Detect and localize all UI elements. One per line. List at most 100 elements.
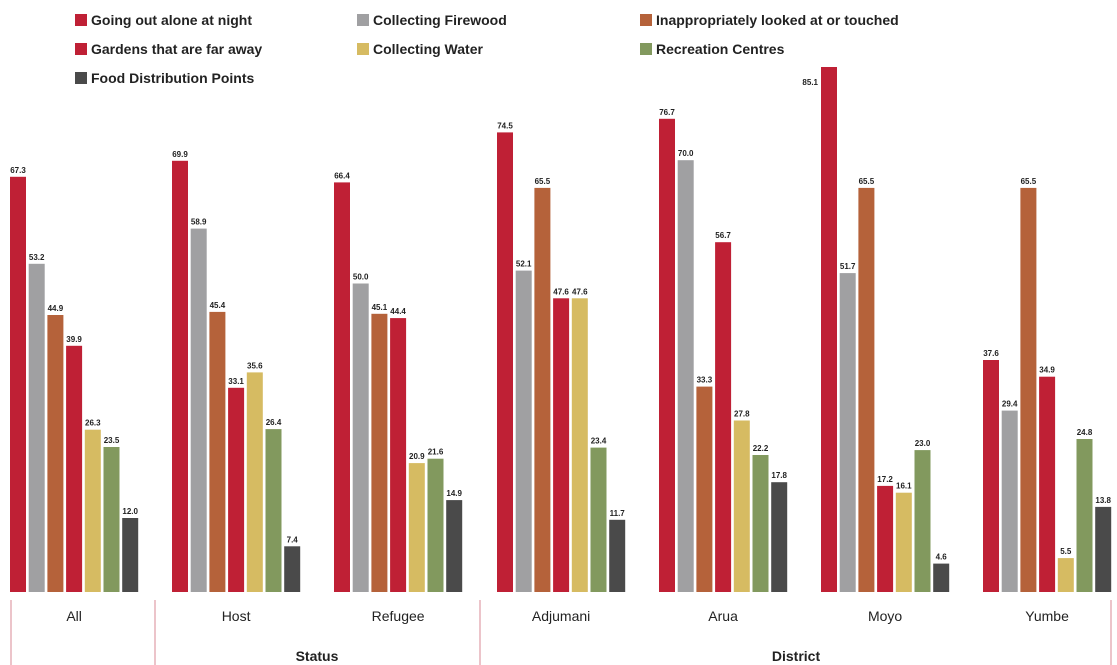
value-label: 17.2 bbox=[877, 475, 893, 484]
bar-host-food-distribution-points bbox=[284, 546, 301, 592]
value-label: 45.4 bbox=[210, 301, 226, 310]
legend-label: Food Distribution Points bbox=[91, 70, 255, 86]
legend-item-gardens-that-are-far-away: Gardens that are far away bbox=[75, 41, 262, 57]
bar-all-going-out-alone-at-night bbox=[10, 176, 26, 593]
legend-item-inappropriately-looked-at-or-touched: Inappropriately looked at or touched bbox=[640, 12, 899, 28]
bar-yumbe-food-distribution-points bbox=[1095, 506, 1112, 592]
legend-item-recreation-centres: Recreation Centres bbox=[640, 41, 785, 57]
bar-refugee-collecting-water bbox=[408, 463, 425, 592]
bar-moyo-recreation-centres bbox=[914, 450, 931, 592]
bar-moyo-food-distribution-points bbox=[933, 563, 950, 592]
category-label-refugee: Refugee bbox=[372, 608, 425, 624]
legend-swatch bbox=[75, 14, 87, 26]
legend-swatch bbox=[75, 43, 87, 55]
bar-moyo-collecting-water bbox=[895, 492, 912, 592]
value-label: 50.0 bbox=[353, 273, 369, 282]
category-label-moyo: Moyo bbox=[868, 608, 902, 624]
value-label: 44.9 bbox=[48, 304, 64, 313]
bar-adjumani-food-distribution-points bbox=[609, 519, 626, 592]
bar-arua-gardens-that-are-far-away bbox=[715, 242, 732, 592]
bar-yumbe-gardens-that-are-far-away bbox=[1039, 376, 1056, 592]
bar-moyo-going-out-alone-at-night bbox=[821, 67, 837, 592]
bar-all-collecting-firewood bbox=[28, 263, 45, 592]
value-label: 65.5 bbox=[859, 177, 875, 186]
value-label: 13.8 bbox=[1095, 496, 1111, 505]
legend-item-food-distribution-points: Food Distribution Points bbox=[75, 70, 255, 86]
legend-label: Collecting Water bbox=[373, 41, 483, 57]
legend-item-going-out-alone-at-night: Going out alone at night bbox=[75, 12, 252, 28]
bar-refugee-inappropriately-looked-at-or-touched bbox=[371, 313, 388, 592]
legend-swatch bbox=[640, 43, 652, 55]
legend-label: Recreation Centres bbox=[656, 41, 785, 57]
bar-all-recreation-centres bbox=[103, 447, 120, 592]
bar-host-recreation-centres bbox=[265, 429, 282, 592]
value-label: 23.4 bbox=[591, 437, 607, 446]
legend-item-collecting-firewood: Collecting Firewood bbox=[357, 12, 507, 28]
group-label-district: District bbox=[772, 648, 821, 664]
value-label: 14.9 bbox=[446, 489, 462, 498]
group-label-status: Status bbox=[296, 648, 339, 664]
legend-item-collecting-water: Collecting Water bbox=[357, 41, 483, 57]
legend-swatch bbox=[75, 72, 87, 84]
category-label-all: All bbox=[66, 608, 82, 624]
chart-legend: Going out alone at night Collecting Firew… bbox=[75, 12, 899, 86]
value-label: 76.7 bbox=[659, 108, 675, 117]
value-label: 7.4 bbox=[287, 535, 299, 544]
value-label: 29.4 bbox=[1002, 400, 1018, 409]
value-label: 20.9 bbox=[409, 452, 425, 461]
bar-adjumani-gardens-that-are-far-away bbox=[553, 298, 570, 592]
bar-arua-collecting-firewood bbox=[677, 160, 694, 592]
category-label-arua: Arua bbox=[708, 608, 738, 624]
value-label: 47.6 bbox=[572, 287, 588, 296]
value-label: 66.4 bbox=[334, 171, 350, 180]
bar-adjumani-collecting-water bbox=[571, 298, 588, 592]
bar-yumbe-going-out-alone-at-night bbox=[983, 360, 999, 592]
legend-swatch bbox=[640, 14, 652, 26]
legend-swatch bbox=[357, 43, 369, 55]
value-label: 74.5 bbox=[497, 121, 513, 130]
value-label: 11.7 bbox=[610, 509, 626, 518]
value-label: 37.6 bbox=[983, 349, 999, 358]
bar-host-inappropriately-looked-at-or-touched bbox=[209, 311, 226, 592]
bar-adjumani-collecting-firewood bbox=[515, 270, 532, 592]
bar-yumbe-collecting-water bbox=[1057, 558, 1074, 592]
value-label: 52.1 bbox=[516, 260, 532, 269]
value-label: 58.9 bbox=[191, 218, 207, 227]
bar-all-food-distribution-points bbox=[122, 518, 139, 592]
value-label: 26.3 bbox=[85, 419, 101, 428]
value-label: 23.0 bbox=[915, 439, 931, 448]
bar-host-gardens-that-are-far-away bbox=[228, 387, 245, 592]
bar-host-collecting-water bbox=[246, 372, 263, 592]
bar-yumbe-recreation-centres bbox=[1076, 439, 1093, 592]
bar-refugee-going-out-alone-at-night bbox=[334, 182, 350, 592]
value-label: 33.3 bbox=[697, 376, 713, 385]
value-label: 12.0 bbox=[122, 507, 138, 516]
chart-bars bbox=[10, 67, 1112, 593]
value-label: 85.1 bbox=[802, 78, 818, 87]
bar-all-collecting-water bbox=[84, 429, 101, 592]
value-label: 39.9 bbox=[66, 335, 82, 344]
bar-adjumani-inappropriately-looked-at-or-touched bbox=[534, 187, 551, 592]
bar-arua-collecting-water bbox=[733, 420, 750, 592]
category-axis: All Host Refugee Adjumani Arua Moyo Yumbe Statu… bbox=[10, 600, 1112, 665]
legend-label: Inappropriately looked at or touched bbox=[656, 12, 899, 28]
value-label: 24.8 bbox=[1077, 428, 1093, 437]
value-label: 69.9 bbox=[172, 150, 188, 159]
bar-yumbe-inappropriately-looked-at-or-touched bbox=[1020, 187, 1037, 592]
value-labels: 67.3 53.2 44.9 39.9 26.323.5 12.0 69.9 58.9 45.4… bbox=[10, 78, 1111, 562]
value-label: 33.1 bbox=[228, 377, 244, 386]
value-label: 51.7 bbox=[840, 262, 856, 271]
value-label: 34.9 bbox=[1039, 366, 1055, 375]
value-label: 16.1 bbox=[896, 482, 912, 491]
bar-moyo-gardens-that-are-far-away bbox=[877, 485, 894, 592]
legend-swatch bbox=[357, 14, 369, 26]
bar-all-gardens-that-are-far-away bbox=[66, 345, 83, 592]
value-label: 21.6 bbox=[428, 448, 444, 457]
value-label: 23.5 bbox=[104, 436, 120, 445]
value-label: 65.5 bbox=[535, 177, 551, 186]
bar-arua-recreation-centres bbox=[752, 455, 769, 592]
category-label-host: Host bbox=[222, 608, 251, 624]
bar-arua-food-distribution-points bbox=[771, 482, 788, 592]
bar-host-collecting-firewood bbox=[190, 228, 207, 592]
bar-all-inappropriately-looked-at-or-touched bbox=[47, 315, 64, 592]
